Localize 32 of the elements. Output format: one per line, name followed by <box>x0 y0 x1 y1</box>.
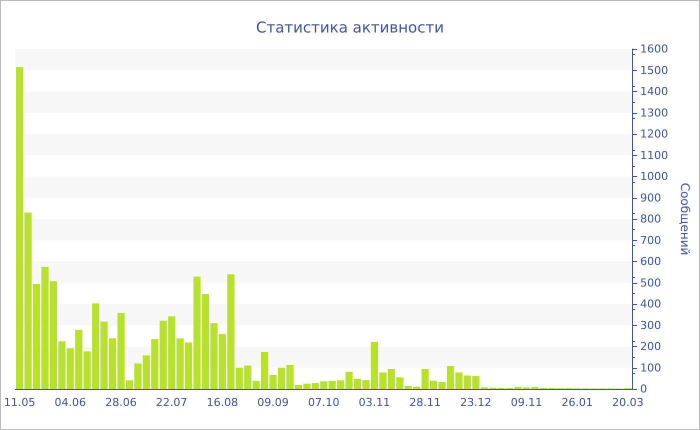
y-tick-label: 500 <box>640 276 662 290</box>
x-tick-label: 23.12 <box>460 396 492 409</box>
x-tick-label: 20.03 <box>612 396 644 409</box>
y-tick-label: 0 <box>640 382 648 396</box>
y-tick-label: 1500 <box>640 64 668 77</box>
y-axis-title: Сообщений <box>678 182 692 256</box>
x-tick-label: 09.11 <box>510 396 542 409</box>
x-tick-label: 16.08 <box>206 396 238 409</box>
y-tick-label: 400 <box>640 298 662 310</box>
x-tick-label: 26.01 <box>561 396 593 409</box>
x-tick-label: 04.06 <box>54 396 86 409</box>
x-tick-label: 07.10 <box>308 396 340 409</box>
x-tick-label: 28.11 <box>409 396 441 409</box>
chart-title: Статистика активности <box>256 18 444 36</box>
y-tick-label: 1600 <box>640 42 668 56</box>
y-tick-label: 1200 <box>640 128 668 140</box>
x-tick-label: 11.05 <box>4 396 36 409</box>
y-tick-label: 700 <box>640 234 662 247</box>
x-tick-label: 28.06 <box>105 396 137 409</box>
y-tick-label: 900 <box>640 191 662 204</box>
y-tick-label: 1000 <box>640 170 668 183</box>
x-tick-label: 03.11 <box>358 396 390 409</box>
y-tick-label: 1100 <box>640 148 668 162</box>
y-tick-label: 200 <box>640 340 662 353</box>
y-tick-label: 800 <box>640 212 662 226</box>
x-tick-label: 09.09 <box>257 396 289 409</box>
y-tick-label: 100 <box>640 361 662 374</box>
x-tick-label: 22.07 <box>156 396 188 409</box>
y-tick-label: 1400 <box>640 85 668 98</box>
y-tick-label: 600 <box>640 255 662 268</box>
y-tick-label: 1300 <box>640 106 668 120</box>
y-tick-label: 300 <box>640 318 662 332</box>
